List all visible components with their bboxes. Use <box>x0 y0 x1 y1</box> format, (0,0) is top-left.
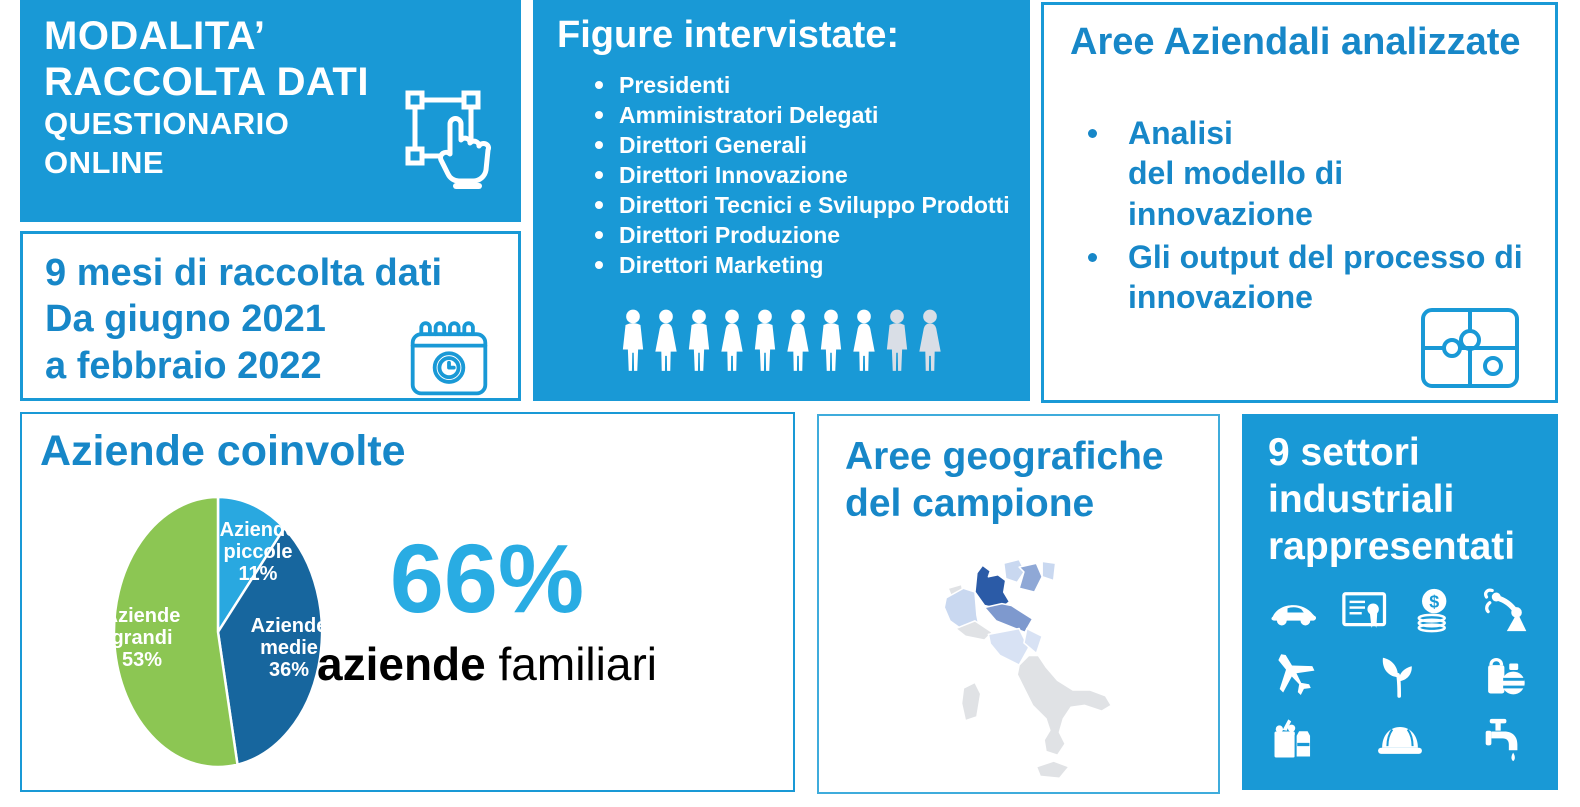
certificate-icon <box>1339 584 1391 636</box>
figure-list-item: Direttori Innovazione <box>593 160 1030 190</box>
card-aree-geografiche: Aree geografiche del campione <box>817 414 1220 794</box>
mesi-line2: Da giugno 2021 <box>45 298 326 341</box>
card-aree-aziendali: Aree Aziendali analizzate Analisi del mo… <box>1041 2 1558 403</box>
settori-title-line1: 9 settori <box>1268 431 1420 474</box>
figure-list: Presidenti Amministratori Delegati Diretto… <box>557 70 1030 280</box>
faucet-icon <box>1480 712 1532 764</box>
figure-list-item: Direttori Produzione <box>593 220 1030 250</box>
region-centro-sud <box>1016 654 1113 757</box>
groceries-icon <box>1268 712 1320 764</box>
card-modalita-raccolta-dati: MODALITA’ RACCOLTA DATI QUESTIONARIO ONL… <box>20 0 521 222</box>
pie-slice-label: Aziende medie 36% <box>251 615 328 681</box>
chemical-icon <box>1480 648 1532 700</box>
figure-list-item: Presidenti <box>593 70 1030 100</box>
sector-icon-row <box>1268 584 1532 636</box>
aziende-title: Aziende coinvolte <box>40 427 406 475</box>
card-9-settori: 9 settori industriali rappresentati <box>1242 414 1558 790</box>
figure-list-item: Direttori Marketing <box>593 250 1030 280</box>
person-male-icon <box>686 309 712 373</box>
region-veneto <box>1018 562 1043 593</box>
region-toscana <box>987 627 1030 666</box>
card-aziende-coinvolte: Aziende coinvolte Aziende piccole 11% Azien… <box>20 412 795 792</box>
aree-aziendali-list-item: Analisi del modello di innovazione <box>1084 113 1535 235</box>
region-friuli <box>1041 560 1057 582</box>
card-9-mesi: 9 mesi di raccolta dati Da giugno 2021 a… <box>20 231 521 401</box>
geo-title-line1: Aree geografiche <box>845 435 1164 478</box>
calendar-clock-icon <box>410 321 488 396</box>
modalita-subtitle-line2: ONLINE <box>44 144 165 180</box>
settori-title-line3: rappresentati <box>1268 524 1516 568</box>
figure-title: Figure intervistate: <box>557 14 900 56</box>
settori-title-line2: industriali <box>1268 477 1455 521</box>
card-figure-intervistate: Figure intervistate: Presidenti Amministr… <box>533 0 1030 401</box>
sector-icon-row <box>1268 712 1532 764</box>
pie-slice-0 <box>216 495 286 637</box>
person-female-icon <box>917 309 943 373</box>
pie-slice-label: Aziende grandi 53% <box>104 605 181 671</box>
stat-label-bold: aziende <box>317 638 486 690</box>
region-sicilia <box>1035 760 1070 780</box>
modalita-title-line1: MODALITA’ <box>44 14 266 58</box>
helmet-icon <box>1374 712 1426 764</box>
stat-66-percent: 66% <box>389 524 585 633</box>
aree-aziendali-list: Analisi del modello di innovazione Gli ou… <box>1070 113 1535 318</box>
region-sardegna <box>960 681 982 722</box>
person-female-icon <box>653 309 679 373</box>
person-male-icon <box>884 309 910 373</box>
person-male-icon <box>620 309 646 373</box>
pie-slice-1 <box>216 525 324 767</box>
region-marche <box>1023 627 1043 655</box>
pie-slice-2 <box>112 495 239 769</box>
modalita-title-line2: RACCOLTA DATI <box>44 59 369 104</box>
aree-aziendali-title: Aree Aziendali analizzate <box>1070 21 1521 63</box>
person-male-icon <box>818 309 844 373</box>
figure-list-item: Amministratori Delegati <box>593 100 1030 130</box>
stat-label: aziende familiari <box>277 638 697 691</box>
people-row <box>533 309 1030 373</box>
mesi-line3: a febbraio 2022 <box>45 344 322 387</box>
person-female-icon <box>851 309 877 373</box>
figure-list-item: Direttori Tecnici e Sviluppo Prodotti <box>593 190 1030 220</box>
aree-aziendali-list-item: Gli output del processo di innovazione <box>1084 237 1535 318</box>
robot-arm-icon <box>1480 584 1532 636</box>
puzzle-icon <box>1421 308 1519 388</box>
sector-icon-row <box>1268 648 1532 700</box>
mesi-line1: 9 mesi di raccolta dati <box>45 252 443 294</box>
sector-grid <box>1268 584 1532 764</box>
aziende-pie-chart: Aziende piccole 11% Aziende medie 36% Aziende g… <box>104 495 328 769</box>
italy-choropleth-map <box>943 558 1113 780</box>
figure-list-item: Direttori Generali <box>593 130 1030 160</box>
modalita-subtitle-line1: QUESTIONARIO <box>44 106 290 142</box>
coins-icon <box>1409 584 1461 636</box>
person-female-icon <box>719 309 745 373</box>
stat-label-rest: familiari <box>485 638 657 690</box>
pie-slice-label: Aziende piccole 11% <box>220 519 297 585</box>
person-female-icon <box>785 309 811 373</box>
airplane-icon <box>1268 648 1320 700</box>
tap-select-icon <box>405 90 491 189</box>
region-lombardia <box>974 564 1011 611</box>
car-icon <box>1268 584 1320 636</box>
geo-title-line2: del campione <box>845 481 1095 525</box>
person-male-icon <box>752 309 778 373</box>
region-emilia-romagna <box>983 602 1034 634</box>
region-trentino <box>1002 558 1026 584</box>
sprout-icon <box>1374 648 1426 700</box>
